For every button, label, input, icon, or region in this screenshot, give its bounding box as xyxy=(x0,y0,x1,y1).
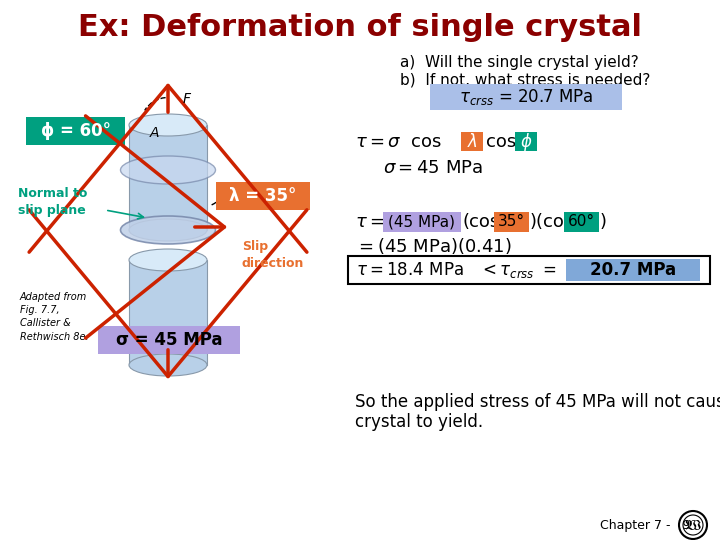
Text: Ex: Deformation of single crystal: Ex: Deformation of single crystal xyxy=(78,14,642,43)
Ellipse shape xyxy=(120,156,215,184)
Text: a)  Will the single crystal yield?: a) Will the single crystal yield? xyxy=(400,56,639,71)
Text: ϕ = 60°: ϕ = 60° xyxy=(41,122,111,140)
Bar xyxy=(129,125,207,230)
Text: Chapter 7 -   9: Chapter 7 - 9 xyxy=(600,519,690,532)
FancyBboxPatch shape xyxy=(566,259,700,281)
Text: A: A xyxy=(150,126,160,140)
Ellipse shape xyxy=(129,219,207,241)
FancyBboxPatch shape xyxy=(564,212,599,232)
Text: 60°: 60° xyxy=(567,214,595,230)
Text: (cos: (cos xyxy=(462,213,499,231)
Text: $\tau_{crss}$ = 20.7 MPa: $\tau_{crss}$ = 20.7 MPa xyxy=(459,87,593,107)
Text: F: F xyxy=(183,92,191,106)
FancyBboxPatch shape xyxy=(98,326,240,354)
Ellipse shape xyxy=(129,249,207,271)
FancyBboxPatch shape xyxy=(515,132,537,151)
Text: So the applied stress of 45 MPa will not cause the: So the applied stress of 45 MPa will not… xyxy=(355,393,720,411)
Text: 20.7 MPa: 20.7 MPa xyxy=(590,261,676,279)
FancyBboxPatch shape xyxy=(348,256,710,284)
Ellipse shape xyxy=(129,114,207,136)
Text: λ = 35°: λ = 35° xyxy=(229,187,297,205)
Text: $= (45\ \mathrm{MPa})(0.41)$: $= (45\ \mathrm{MPa})(0.41)$ xyxy=(355,236,512,256)
Text: σ = 45 MPa: σ = 45 MPa xyxy=(116,331,222,349)
Text: $\sigma =  45\ \mathrm{MPa}$: $\sigma = 45\ \mathrm{MPa}$ xyxy=(383,159,483,177)
Ellipse shape xyxy=(129,354,207,376)
FancyBboxPatch shape xyxy=(430,84,622,110)
FancyBboxPatch shape xyxy=(216,182,310,210)
Text: )(cos: )(cos xyxy=(530,213,575,231)
Text: ): ) xyxy=(600,213,607,231)
Text: Adapted from
Fig. 7.7,
Callister &
Rethwisch 8e.: Adapted from Fig. 7.7, Callister & Rethw… xyxy=(20,292,89,342)
Text: $\lambda$: $\lambda$ xyxy=(467,133,477,151)
Bar xyxy=(129,260,207,365)
Text: 35°: 35° xyxy=(498,214,525,230)
Text: crystal to yield.: crystal to yield. xyxy=(355,413,483,431)
Text: b)  If not, what stress is needed?: b) If not, what stress is needed? xyxy=(400,72,650,87)
Text: Normal to
slip plane: Normal to slip plane xyxy=(18,187,87,217)
FancyBboxPatch shape xyxy=(383,212,461,232)
FancyBboxPatch shape xyxy=(494,212,529,232)
Text: Slip
direction: Slip direction xyxy=(242,240,305,270)
Text: cos: cos xyxy=(486,133,516,151)
Text: $\tau = \sigma$  cos: $\tau = \sigma$ cos xyxy=(355,133,442,151)
Text: $\phi$: $\phi$ xyxy=(520,131,532,153)
FancyBboxPatch shape xyxy=(26,117,125,145)
Text: $\mathfrak{W}$: $\mathfrak{W}$ xyxy=(684,517,702,532)
Text: $\tau = $: $\tau = $ xyxy=(355,213,384,231)
Text: $\tau = 18.4\ \mathrm{MPa}$   $< \tau_{crss}\ =$: $\tau = 18.4\ \mathrm{MPa}$ $< \tau_{crs… xyxy=(356,260,557,280)
Ellipse shape xyxy=(120,216,215,244)
FancyBboxPatch shape xyxy=(461,132,483,151)
Text: (45 MPa): (45 MPa) xyxy=(389,214,456,230)
